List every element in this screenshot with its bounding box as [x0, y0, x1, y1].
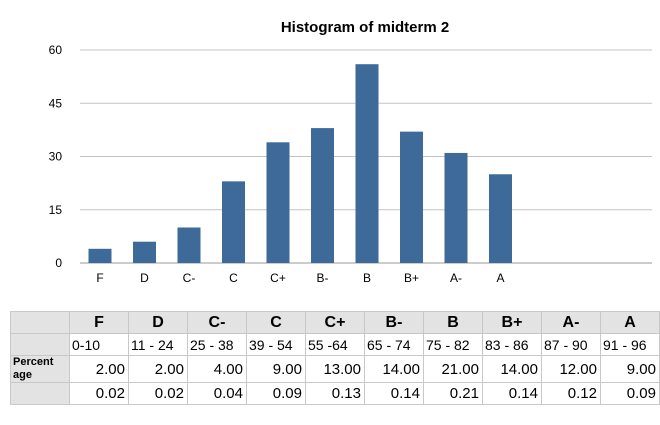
- grade-letter-cell: B+: [482, 311, 542, 334]
- fraction-cell: 0.02: [69, 382, 129, 405]
- percentage-cell: 4.00: [187, 355, 247, 383]
- percentage-cell: 2.00: [128, 355, 188, 383]
- bar-a: [489, 174, 512, 263]
- bar-d: [133, 241, 156, 263]
- fraction-row-header: [10, 382, 70, 405]
- score-range-cell: 11 - 24: [128, 333, 188, 356]
- bar-b-minusplus: [400, 131, 423, 263]
- score-range-cell: 65 - 74: [364, 333, 424, 356]
- bar-b-minus: [311, 128, 334, 263]
- grade-table: F D C- C C+ B- B B+ A- A 0-10 11 - 24 25 - 38 39 - 5…: [10, 311, 660, 405]
- fraction-cell: 0.12: [541, 382, 601, 405]
- histogram-chart: Histogram of midterm 2 0 15 30 45 60 F D C- C C+…: [49, 19, 652, 285]
- percentage-cell: 14.00: [364, 355, 424, 383]
- y-tick-label: 0: [55, 256, 62, 270]
- percentage-cell: 12.00: [541, 355, 601, 383]
- score-range-cell: 0-10: [69, 333, 129, 356]
- y-tick-label: 60: [49, 43, 63, 57]
- y-axis-ticks: 0 15 30 45 60: [49, 43, 63, 270]
- score-range-cell: 87 - 90: [541, 333, 601, 356]
- fraction-cell: 0.09: [246, 382, 306, 405]
- y-tick-label: 45: [49, 96, 63, 110]
- y-tick-label: 30: [49, 150, 63, 164]
- fraction-cell: 0.04: [187, 382, 247, 405]
- percentage-cell: 14.00: [482, 355, 542, 383]
- table-corner: [10, 311, 70, 334]
- score-range-cell: 83 - 86: [482, 333, 542, 356]
- percentage-label-line1: Percent: [13, 356, 54, 368]
- x-tick-label: C+: [270, 271, 286, 285]
- bar-c: [222, 181, 245, 263]
- score-range-cell: 91 - 96: [600, 333, 660, 356]
- bars: [88, 64, 512, 263]
- bar-b: [355, 64, 379, 263]
- x-tick-label: D: [140, 271, 149, 285]
- score-range-row: 0-10 11 - 24 25 - 38 39 - 54 55 -64 65 - 74 75…: [10, 333, 660, 356]
- fraction-cell: 0.14: [482, 382, 542, 405]
- grade-letter-cell: D: [128, 311, 188, 334]
- x-tick-label: F: [96, 271, 103, 285]
- grade-letter-cell: B: [423, 311, 483, 334]
- percentage-label-line2: age: [13, 369, 32, 381]
- x-tick-label: B: [363, 271, 371, 285]
- fraction-cell: 0.02: [128, 382, 188, 405]
- grade-letter-cell: C-: [187, 311, 247, 334]
- fraction-cell: 0.14: [364, 382, 424, 405]
- grade-letter-cell: F: [69, 311, 129, 334]
- percentage-row-label: Percent age: [10, 355, 70, 383]
- percentage-cell: 9.00: [246, 355, 306, 383]
- x-tick-label: B-: [317, 271, 329, 285]
- percentage-cell: 9.00: [600, 355, 660, 383]
- grade-letter-cell: B-: [364, 311, 424, 334]
- grade-letter-cell: A: [600, 311, 660, 334]
- bar-a-minus: [444, 152, 468, 263]
- score-range-cell: 75 - 82: [423, 333, 483, 356]
- fraction-cell: 0.13: [305, 382, 365, 405]
- fraction-cell: 0.21: [423, 382, 483, 405]
- grade-letter-row: F D C- C C+ B- B B+ A- A: [10, 311, 660, 334]
- bar-c-minus: [177, 227, 201, 263]
- x-tick-label: C: [229, 271, 238, 285]
- x-tick-label: B+: [404, 271, 419, 285]
- x-tick-label: C-: [183, 271, 196, 285]
- chart-title: Histogram of midterm 2: [281, 19, 449, 36]
- x-tick-label: A-: [450, 271, 462, 285]
- bar-c-minusplus: [266, 142, 290, 263]
- grade-letter-cell: A-: [541, 311, 601, 334]
- grade-letter-cell: C+: [305, 311, 365, 334]
- percentage-cell: 2.00: [69, 355, 129, 383]
- fraction-row: 0.02 0.02 0.04 0.09 0.13 0.14 0.21 0.14 0.12 0.09: [10, 382, 660, 405]
- x-tick-label: A: [496, 271, 504, 285]
- range-row-header: [10, 333, 70, 356]
- percentage-row: Percent age 2.00 2.00 4.00 9.00 13.00 14.00 21…: [10, 355, 660, 383]
- percentage-cell: 13.00: [305, 355, 365, 383]
- fraction-cell: 0.09: [600, 382, 660, 405]
- grade-letter-cell: C: [246, 311, 306, 334]
- score-range-cell: 55 -64: [305, 333, 365, 356]
- y-tick-label: 15: [49, 203, 63, 217]
- score-range-cell: 39 - 54: [246, 333, 306, 356]
- score-range-cell: 25 - 38: [187, 333, 247, 356]
- x-axis-ticks: F D C- C C+ B- B B+ A- A: [96, 271, 504, 285]
- bar-f: [88, 248, 112, 263]
- percentage-cell: 21.00: [423, 355, 483, 383]
